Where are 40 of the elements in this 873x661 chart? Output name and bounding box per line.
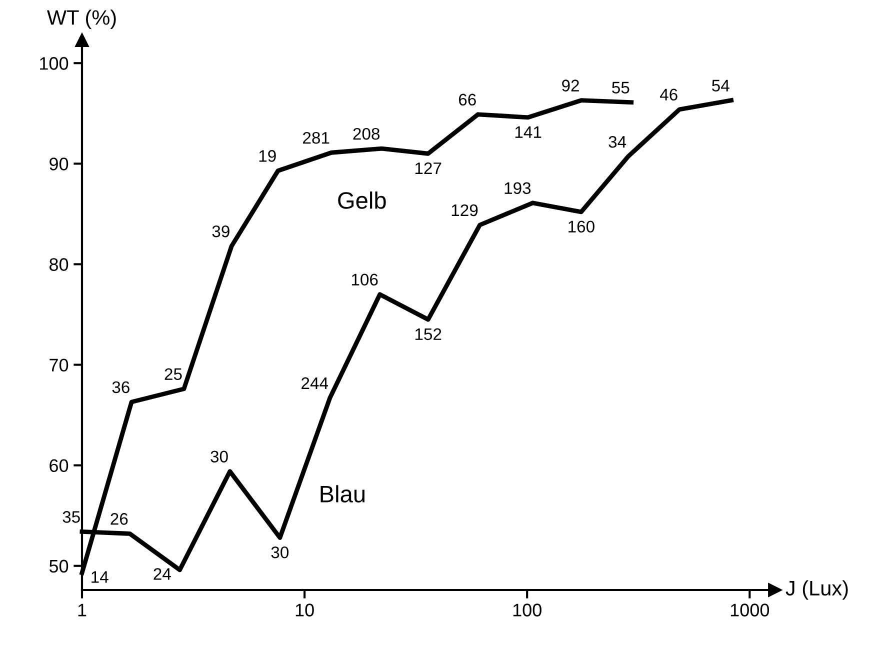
annotation: 30 [210, 450, 228, 463]
annotation: 193 [504, 182, 531, 194]
annotation: 66 [458, 94, 476, 106]
series-label: Blau [320, 485, 364, 502]
annotation: 19 [259, 150, 276, 162]
x-tick-label: 1000 [730, 604, 770, 616]
annotation: 30 [271, 546, 289, 558]
annotation: 141 [515, 126, 542, 138]
x-tick-label: 1 [78, 604, 86, 616]
x-tick-label: 10 [296, 604, 314, 616]
annotation: 127 [415, 162, 442, 174]
series-label: Gelb [338, 192, 386, 209]
y-tick-label: 50 [49, 560, 68, 573]
annotation: 208 [353, 128, 380, 140]
annotation: 46 [660, 88, 678, 101]
y-axis-title: WT (%) [46, 10, 116, 29]
annotation: 54 [712, 80, 730, 92]
x-tick-label: 100 [513, 604, 542, 616]
annotation: 55 [612, 82, 630, 94]
y-tick-label: 90 [50, 158, 68, 170]
annotation: 244 [302, 377, 328, 389]
annotation: 34 [608, 136, 626, 148]
annotation: 35 [62, 511, 80, 523]
y-tick-label: 60 [50, 459, 68, 472]
annotation: 152 [415, 328, 442, 340]
annotation: 129 [452, 204, 478, 216]
annotation: 92 [562, 80, 579, 92]
x-axis-title: J (Lux) [786, 580, 848, 600]
annotation: 14 [92, 571, 108, 583]
annotation: 281 [303, 132, 330, 144]
annotation: 39 [212, 225, 230, 238]
annotation: 26 [110, 513, 128, 525]
annotation: 24 [154, 568, 171, 580]
y-tick-label: 80 [50, 258, 68, 271]
y-tick-label: 70 [50, 358, 68, 372]
annotation: 106 [352, 274, 378, 286]
y-tick-label: 100 [40, 57, 68, 70]
annotation: 36 [112, 381, 130, 394]
annotation: 160 [568, 220, 594, 233]
annotation: 25 [164, 368, 182, 380]
